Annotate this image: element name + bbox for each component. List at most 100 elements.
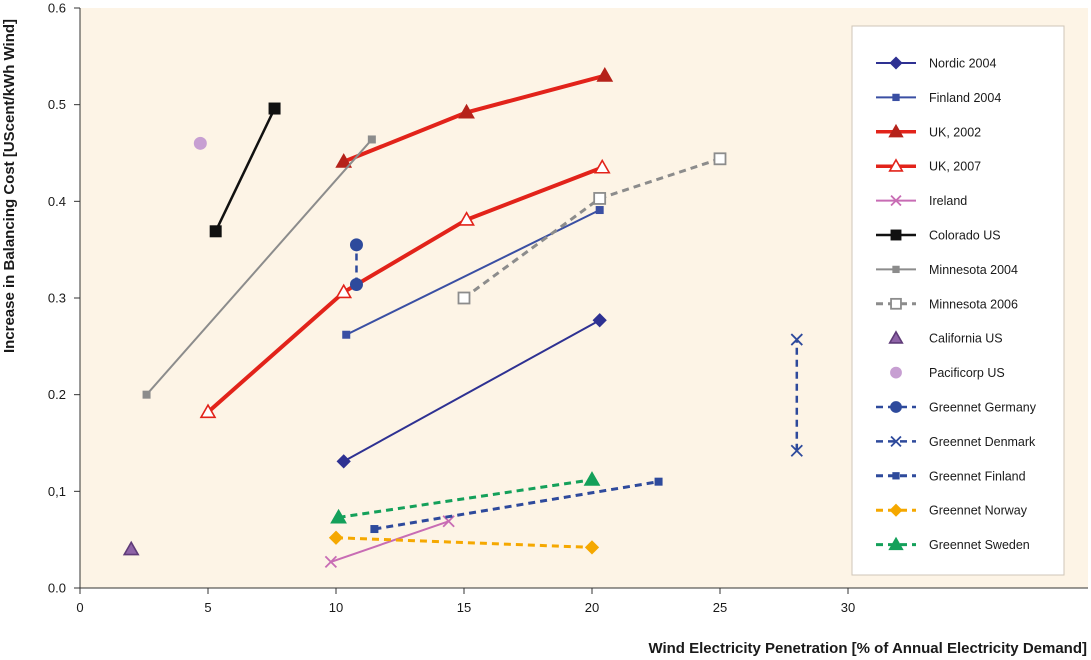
legend-item-ireland: Ireland bbox=[876, 194, 967, 208]
data-point-minnesota-2004 bbox=[367, 135, 376, 144]
legend-swatch-marker bbox=[890, 229, 902, 241]
legend-item-finland-2004: Finland 2004 bbox=[876, 91, 1001, 105]
data-point-uk-2007 bbox=[335, 283, 353, 299]
y-tick-label: 0.5 bbox=[48, 97, 66, 112]
legend-label: Minnesota 2006 bbox=[929, 297, 1018, 311]
legend-label: Greennet Finland bbox=[929, 469, 1026, 483]
series-minnesota-2006 bbox=[457, 152, 727, 305]
data-point-ireland bbox=[442, 515, 455, 528]
series-greennet-denmark bbox=[790, 333, 803, 457]
legend-item-greennet-sweden: Greennet Sweden bbox=[876, 536, 1030, 552]
data-point-uk-2007 bbox=[458, 211, 475, 226]
series-line-finland-2004 bbox=[345, 209, 601, 336]
legend-swatch-marker bbox=[890, 435, 902, 447]
legend-item-greennet-denmark: Greennet Denmark bbox=[876, 435, 1036, 449]
data-point-greennet-norway bbox=[328, 530, 344, 545]
data-point-minnesota-2006 bbox=[593, 192, 607, 205]
data-point-minnesota-2004 bbox=[142, 390, 151, 399]
legend-label: Finland 2004 bbox=[929, 91, 1001, 105]
legend-item-california-us: California US bbox=[888, 330, 1003, 346]
legend-item-greennet-norway: Greennet Norway bbox=[876, 503, 1028, 518]
series-pacificorp-us bbox=[193, 136, 207, 150]
series-line-minnesota-2004 bbox=[145, 138, 373, 396]
series-finland-2004 bbox=[342, 206, 604, 339]
series-line-greennet-sweden bbox=[338, 478, 593, 519]
series-line-uk-2007 bbox=[206, 165, 603, 414]
data-point-greennet-germany bbox=[349, 277, 363, 291]
series-greennet-norway bbox=[328, 530, 600, 555]
data-point-greennet-denmark bbox=[790, 333, 803, 346]
series-california-us bbox=[122, 540, 140, 556]
legend-swatch-marker bbox=[892, 93, 900, 102]
y-tick-label: 0.6 bbox=[48, 0, 66, 15]
legend-box bbox=[851, 25, 1065, 576]
data-point-nordic-2004 bbox=[592, 313, 607, 328]
legend-swatch-marker bbox=[889, 503, 903, 517]
series-greennet-sweden bbox=[330, 471, 601, 524]
data-point-uk-2002 bbox=[458, 103, 475, 119]
legend-label: Nordic 2004 bbox=[929, 57, 996, 71]
series-uk-2002 bbox=[335, 67, 614, 168]
x-tick-label: 15 bbox=[457, 600, 471, 615]
x-axis-title: Wind Electricity Penetration [% of Annua… bbox=[648, 640, 1087, 657]
legend-label: UK, 2007 bbox=[929, 160, 981, 174]
data-point-uk-2002 bbox=[335, 153, 353, 168]
legend-item-greennet-germany: Greennet Germany bbox=[876, 401, 1037, 415]
y-tick-label: 0.2 bbox=[48, 387, 66, 402]
legend-label: Greennet Denmark bbox=[929, 435, 1036, 449]
series-line-greennet-finland bbox=[374, 480, 659, 531]
legend-swatch-marker bbox=[892, 472, 900, 480]
series-ireland bbox=[324, 515, 455, 569]
legend-label: Greennet Norway bbox=[929, 504, 1028, 518]
legend-swatch-marker bbox=[890, 401, 902, 413]
legend-item-minnesota-2004: Minnesota 2004 bbox=[876, 263, 1018, 277]
y-tick-label: 0,1 bbox=[48, 484, 66, 499]
legend-swatch-marker bbox=[888, 158, 904, 172]
y-axis-title: Increase in Balancing Cost [UScent/kWh W… bbox=[1, 19, 18, 353]
data-point-minnesota-2006 bbox=[457, 291, 471, 305]
legend-item-pacificorp-us: Pacificorp US bbox=[890, 366, 1005, 380]
legend-label: Pacificorp US bbox=[929, 366, 1005, 380]
legend-swatch-marker bbox=[888, 536, 904, 551]
series-layer bbox=[122, 67, 803, 569]
legend: Nordic 2004 Finland 2004 UK, 2002 UK, 2007 I… bbox=[851, 25, 1065, 576]
series-greennet-germany bbox=[349, 238, 363, 291]
data-point-greennet-finland bbox=[370, 525, 379, 534]
axis-ticks: 0 5 10 15 20 25 30 0.0 0,1 0.2 0.3 0.4 0.5 0.6 bbox=[48, 0, 855, 615]
legend-item-uk-2007: UK, 2007 bbox=[876, 158, 981, 174]
data-point-greennet-norway bbox=[584, 540, 600, 555]
legend-item-uk-2002: UK, 2002 bbox=[876, 123, 981, 139]
x-tick-label: 20 bbox=[585, 600, 599, 615]
legend-item-colorado-us: Colorado US bbox=[876, 229, 1001, 243]
data-point-ireland bbox=[324, 555, 338, 569]
series-line-colorado-us bbox=[214, 107, 276, 232]
data-point-uk-2002 bbox=[596, 67, 614, 82]
legend-swatch-marker bbox=[889, 56, 903, 70]
data-point-greennet-finland bbox=[654, 477, 663, 486]
legend-swatch-marker bbox=[888, 330, 904, 344]
y-tick-label: 0.4 bbox=[48, 194, 66, 209]
legend-item-greennet-finland: Greennet Finland bbox=[876, 469, 1026, 483]
x-tick-label: 25 bbox=[713, 600, 727, 615]
data-point-nordic-2004 bbox=[336, 454, 351, 469]
data-point-uk-2007 bbox=[593, 158, 611, 174]
x-tick-label: 5 bbox=[204, 600, 211, 615]
legend-label: California US bbox=[929, 332, 1003, 346]
data-point-greennet-sweden bbox=[583, 471, 601, 486]
legend-item-nordic-2004: Nordic 2004 bbox=[876, 56, 996, 71]
legend-swatch-marker bbox=[890, 195, 902, 207]
legend-label: Colorado US bbox=[929, 229, 1001, 243]
y-tick-label: 0.3 bbox=[48, 291, 66, 306]
series-colorado-us bbox=[209, 102, 281, 238]
legend-item-minnesota-2006: Minnesota 2006 bbox=[876, 297, 1018, 311]
legend-label: Minnesota 2004 bbox=[929, 263, 1018, 277]
y-tick-label: 0.0 bbox=[48, 581, 66, 596]
data-point-finland-2004 bbox=[342, 330, 351, 339]
data-point-uk-2007 bbox=[199, 403, 217, 419]
legend-label: Ireland bbox=[929, 194, 967, 208]
legend-label: Greennet Sweden bbox=[929, 538, 1030, 552]
data-point-greennet-sweden bbox=[330, 508, 347, 524]
data-point-california-us bbox=[122, 540, 140, 556]
series-minnesota-2004 bbox=[142, 135, 376, 399]
